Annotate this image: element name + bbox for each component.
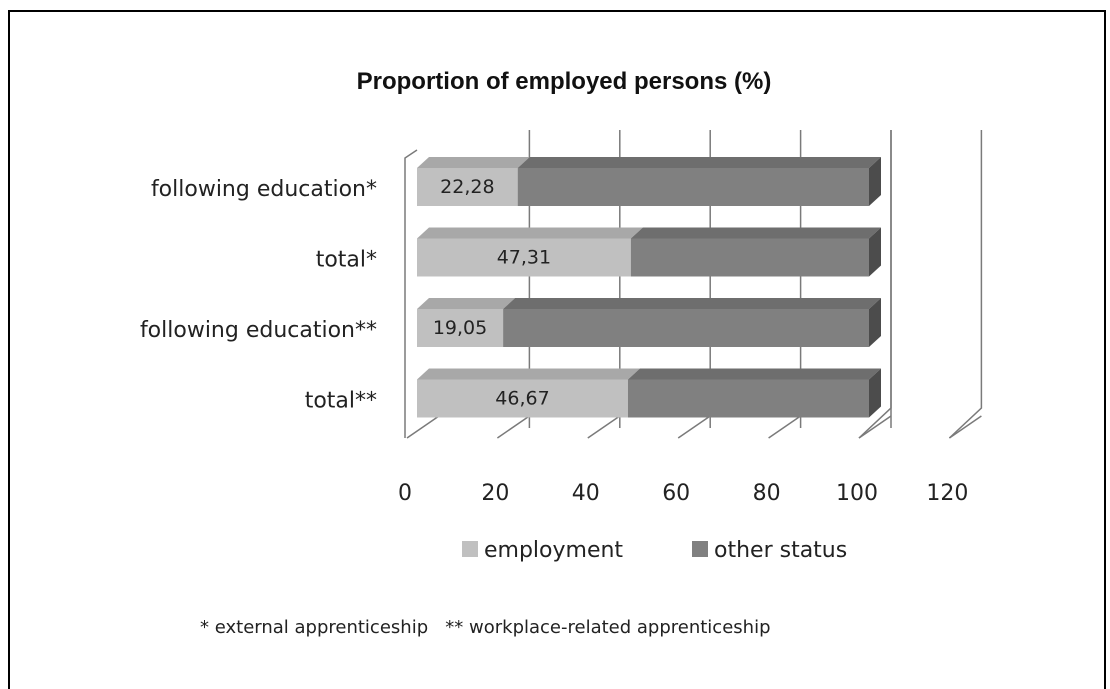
floor-line	[496, 415, 530, 439]
far-wall	[948, 130, 983, 439]
legend-label-employment: employment	[484, 538, 623, 563]
bar-employment	[417, 309, 504, 347]
legend-label-other-status: other status	[714, 538, 847, 563]
data-label: 46,67	[495, 388, 549, 410]
data-label: 22,28	[440, 176, 494, 198]
category-label: following education**	[140, 318, 377, 343]
floor-line	[406, 415, 440, 439]
bar-top-other-status	[630, 227, 881, 239]
floor-line	[858, 415, 892, 439]
bar-top-employment	[417, 368, 640, 380]
x-tick-label: 40	[572, 481, 600, 506]
bar-side	[869, 227, 881, 277]
bar-top-other-status	[627, 368, 881, 380]
x-tick-labels: 0 20 40 60 80 100 120	[398, 481, 968, 506]
data-label: 47,31	[497, 247, 551, 269]
legend-swatch-employment	[462, 541, 478, 557]
left-wall	[404, 149, 418, 438]
category-labels: following education* total* following educ…	[140, 177, 377, 414]
floor-line	[768, 415, 802, 439]
bar-other-status	[630, 238, 869, 277]
bar-top-employment	[417, 157, 530, 168]
chart-frame	[8, 10, 1106, 689]
bar-other-status	[627, 379, 869, 418]
data-label: 19,05	[433, 317, 487, 339]
bar-side	[869, 298, 881, 347]
floor-line	[677, 415, 711, 439]
legend: employment other status	[462, 538, 847, 563]
x-tick-label: 80	[753, 481, 781, 506]
chart-title: Proportion of employed persons (%)	[357, 68, 772, 95]
x-tick-label: 0	[398, 481, 412, 506]
bar-employment	[417, 379, 628, 418]
bar-top-other-status	[503, 298, 881, 309]
bar-other-status	[503, 309, 869, 347]
legend-swatch-other-status	[692, 541, 708, 557]
bar-top-employment	[417, 298, 516, 309]
category-label: total*	[316, 248, 377, 273]
x-tick-label: 20	[481, 481, 509, 506]
category-label: following education*	[151, 177, 377, 202]
bar-top-employment	[417, 227, 643, 239]
bar-side	[869, 368, 881, 418]
x-tick-label: 60	[662, 481, 690, 506]
footnote: * external apprenticeship ** workplace-r…	[200, 617, 771, 638]
bar-other-status	[517, 168, 869, 206]
x-tick-label: 100	[836, 481, 878, 506]
category-label: total**	[305, 389, 377, 414]
right-wall	[858, 130, 892, 439]
bar-side	[869, 157, 881, 206]
bar-employment	[417, 168, 518, 206]
bar-top-other-status	[517, 157, 881, 168]
bar-employment	[417, 238, 631, 277]
floor-line	[948, 415, 982, 439]
x-tick-label: 120	[926, 481, 968, 506]
bars: 22,28 47,31 19,05 46,67	[417, 157, 881, 418]
floor-line	[587, 415, 621, 439]
